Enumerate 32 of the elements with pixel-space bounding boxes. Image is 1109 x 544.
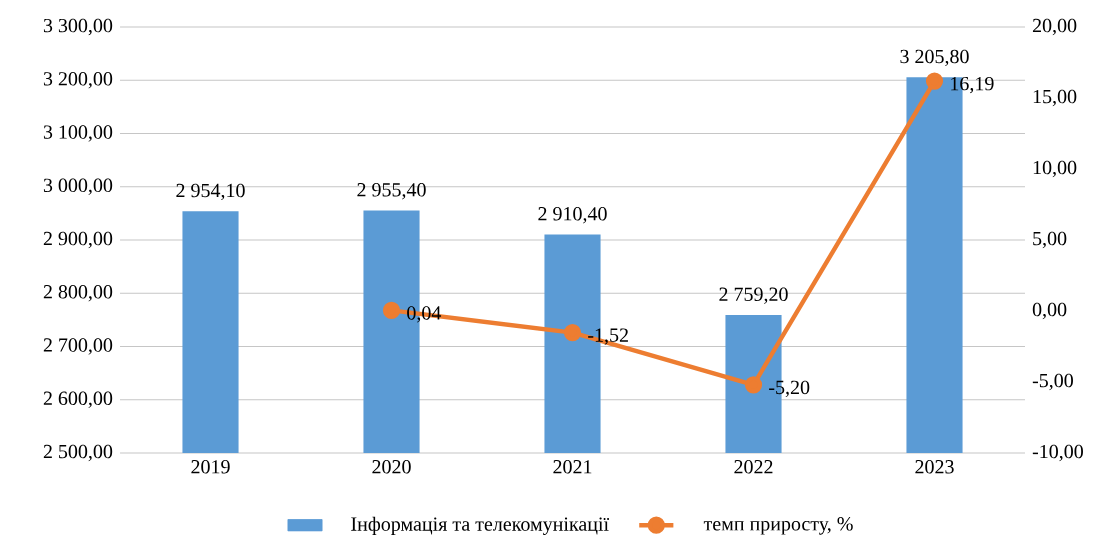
data-label: 3 205,80 [900,49,969,67]
point [744,376,763,394]
y-tick-label: 3 100,00 [43,125,113,142]
point [382,301,401,320]
y2-tick-label: 0,00 [1032,302,1067,320]
y-tick-label: 3 000,00 [43,178,113,195]
y2-tick-label: 20,00 [1032,18,1077,36]
point [925,72,944,90]
x-tick-label: 2020 [372,460,411,474]
y2-tick-label: 15,00 [1033,89,1077,107]
legend-label: темп приросту, % [703,517,853,535]
y-tick-label: 2 600,00 [43,391,113,408]
x-tick-label: 2021 [553,460,592,474]
point [563,323,582,342]
y2-tick-label: -5,00 [1032,373,1073,391]
y2-tick-label: -10,00 [1032,444,1083,462]
data-label: 2 910,40 [538,207,607,224]
legend-label: Інформація та телекомунікації [351,516,610,535]
y-tick-label: 3 200,00 [43,72,113,89]
x-tick-label: 2022 [734,460,773,474]
data-label: 2 759,20 [719,287,788,304]
y-tick-label: 2 800,00 [43,285,113,302]
y2-tick-label: 5,00 [1033,231,1067,249]
x-tick-label: 2023 [915,460,954,474]
y-tick-label: 2 500,00 [43,444,113,462]
y-tick-label: 3 300,00 [43,18,113,36]
x-tick-label: 2019 [191,460,230,474]
data-label: 2 955,40 [357,183,426,200]
y-tick-label: 2 700,00 [43,338,113,355]
y-tick-label: 2 900,00 [43,231,113,249]
data-label: 2 954,10 [176,183,245,201]
y2-tick-label: 10,00 [1033,160,1077,178]
